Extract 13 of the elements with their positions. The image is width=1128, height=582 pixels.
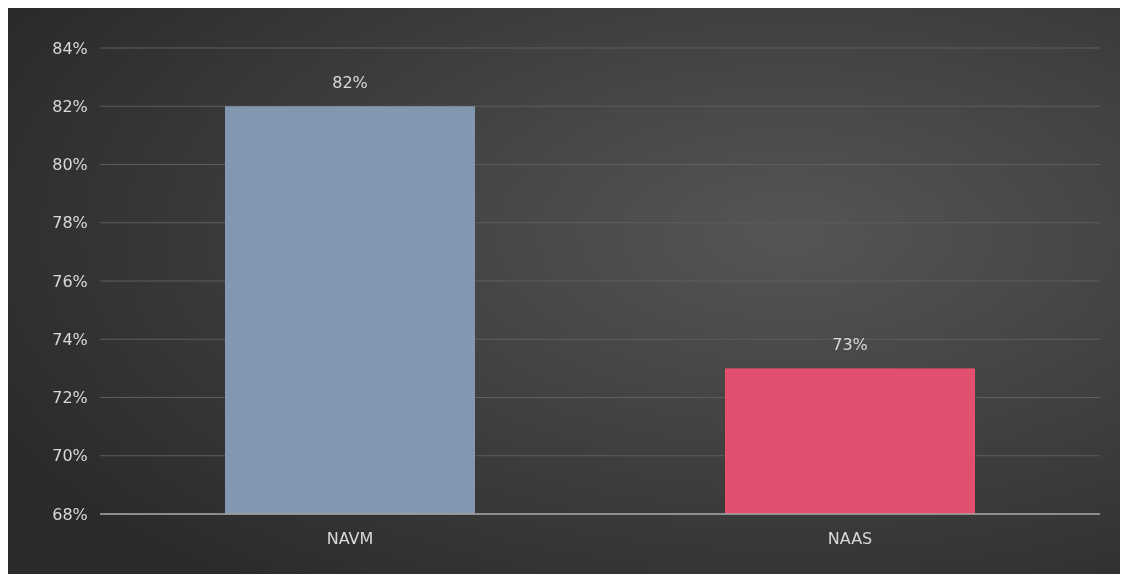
y-tick-label: 82% xyxy=(52,96,88,116)
x-tick-label: NAVM xyxy=(326,529,374,548)
data-label: 73% xyxy=(832,335,868,355)
y-tick-label: 72% xyxy=(52,388,88,408)
x-tick-label: NAAS xyxy=(827,529,873,548)
y-tick-label: 76% xyxy=(52,271,88,291)
y-tick-label: 80% xyxy=(52,155,88,175)
y-tick-label: 84% xyxy=(52,38,88,58)
y-tick-label: 68% xyxy=(52,504,88,524)
y-tick-label: 70% xyxy=(52,446,88,466)
y-tick-label: 74% xyxy=(52,329,88,349)
y-tick-label: 78% xyxy=(52,213,88,233)
data-label: 82% xyxy=(332,73,368,93)
